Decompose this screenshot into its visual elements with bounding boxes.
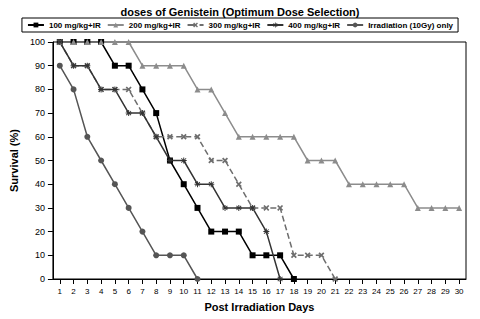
svg-text:20: 20 xyxy=(317,287,326,296)
svg-text:20: 20 xyxy=(35,227,45,237)
svg-text:10: 10 xyxy=(35,250,45,260)
svg-text:25: 25 xyxy=(386,287,395,296)
svg-text:90: 90 xyxy=(35,61,45,71)
svg-text:18: 18 xyxy=(289,287,298,296)
svg-text:12: 12 xyxy=(207,287,216,296)
svg-text:1: 1 xyxy=(58,287,63,296)
svg-text:23: 23 xyxy=(358,287,367,296)
svg-text:28: 28 xyxy=(427,287,436,296)
svg-text:26: 26 xyxy=(400,287,409,296)
svg-text:13: 13 xyxy=(221,287,230,296)
svg-text:16: 16 xyxy=(262,287,271,296)
svg-text:100 mg/kg+IR: 100 mg/kg+IR xyxy=(49,21,101,30)
svg-text:300 mg/kg+IR: 300 mg/kg+IR xyxy=(209,21,261,30)
svg-text:40: 40 xyxy=(35,179,45,189)
svg-text:2: 2 xyxy=(71,287,76,296)
svg-text:5: 5 xyxy=(113,287,118,296)
svg-text:30: 30 xyxy=(35,203,45,213)
svg-text:0: 0 xyxy=(40,274,45,284)
svg-text:70: 70 xyxy=(35,108,45,118)
svg-text:22: 22 xyxy=(345,287,354,296)
svg-text:400 mg/kg+IR: 400 mg/kg+IR xyxy=(288,21,340,30)
svg-text:17: 17 xyxy=(276,287,285,296)
svg-text:80: 80 xyxy=(35,84,45,94)
svg-text:3: 3 xyxy=(85,287,90,296)
svg-text:Irradiation (10Gy) only: Irradiation (10Gy) only xyxy=(368,21,453,30)
svg-text:30: 30 xyxy=(455,287,464,296)
svg-text:Post Irradiation Days: Post Irradiation Days xyxy=(204,301,314,313)
svg-text:9: 9 xyxy=(168,287,173,296)
svg-text:24: 24 xyxy=(372,287,381,296)
svg-text:6: 6 xyxy=(126,287,131,296)
svg-text:Survival (%): Survival (%) xyxy=(8,129,20,192)
svg-text:100: 100 xyxy=(30,37,45,47)
svg-text:14: 14 xyxy=(234,287,243,296)
svg-text:15: 15 xyxy=(248,287,257,296)
svg-text:19: 19 xyxy=(303,287,312,296)
svg-text:60: 60 xyxy=(35,132,45,142)
svg-text:11: 11 xyxy=(193,287,202,296)
svg-text:7: 7 xyxy=(140,287,145,296)
svg-text:29: 29 xyxy=(441,287,450,296)
svg-text:8: 8 xyxy=(154,287,159,296)
svg-text:doses of Genistein (Optimum Do: doses of Genistein (Optimum Dose Selecti… xyxy=(121,6,360,18)
svg-text:200 mg/kg+IR: 200 mg/kg+IR xyxy=(129,21,181,30)
svg-text:27: 27 xyxy=(413,287,422,296)
svg-text:10: 10 xyxy=(179,287,188,296)
svg-text:21: 21 xyxy=(331,287,340,296)
svg-text:50: 50 xyxy=(35,156,45,166)
svg-text:4: 4 xyxy=(99,287,104,296)
